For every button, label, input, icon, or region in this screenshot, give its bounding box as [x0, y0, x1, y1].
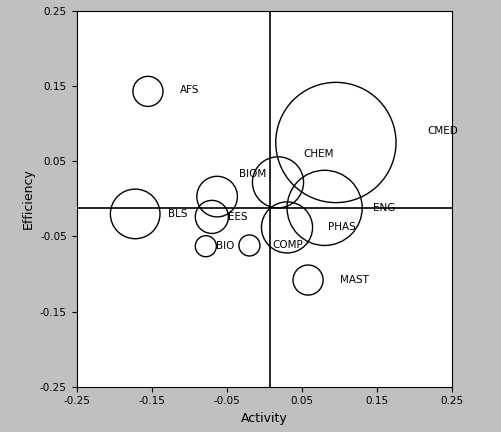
Text: BIOM: BIOM [238, 169, 266, 179]
Text: COMP: COMP [272, 241, 302, 251]
X-axis label: Activity: Activity [240, 412, 287, 425]
Text: CMED: CMED [427, 126, 457, 136]
Text: EES: EES [228, 212, 247, 222]
Text: PHAS: PHAS [327, 222, 355, 232]
Y-axis label: Efficiency: Efficiency [22, 168, 35, 229]
Text: ENG: ENG [373, 203, 395, 213]
Text: CHEM: CHEM [303, 149, 333, 159]
Text: BLS: BLS [167, 209, 187, 219]
Text: AFS: AFS [179, 85, 198, 95]
Text: MAST: MAST [339, 275, 368, 285]
Text: BIO: BIO [216, 241, 234, 251]
